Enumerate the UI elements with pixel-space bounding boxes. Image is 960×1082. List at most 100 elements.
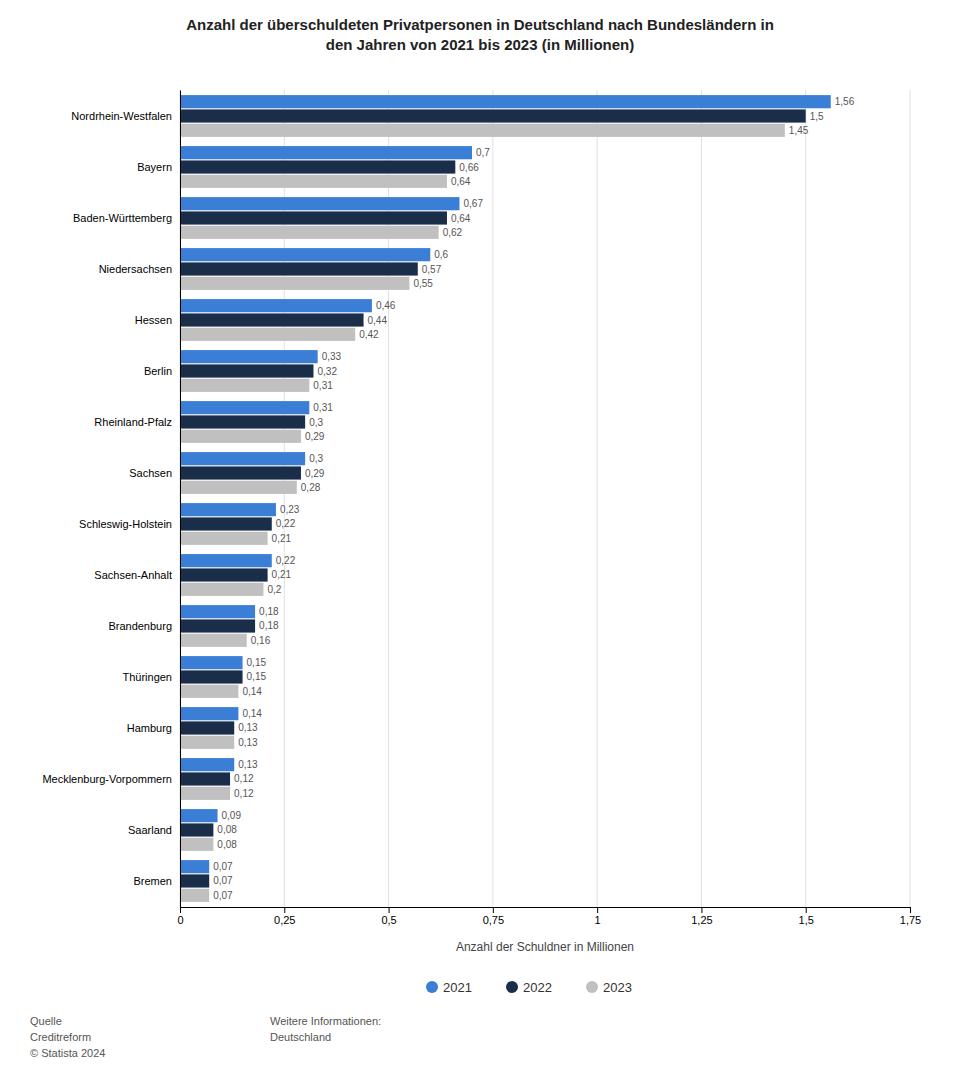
x-tick-mark bbox=[910, 907, 911, 913]
bar bbox=[180, 124, 785, 137]
data-label: 0,08 bbox=[217, 824, 237, 835]
y-tick: Berlin bbox=[144, 365, 180, 377]
x-tick-label: 0,5 bbox=[381, 914, 396, 926]
legend-item: 2021 bbox=[426, 980, 472, 995]
data-label: 0,07 bbox=[213, 890, 233, 901]
data-label: 0,16 bbox=[251, 635, 271, 646]
bar bbox=[180, 430, 301, 443]
y-tick-label: Schleswig-Holstein bbox=[79, 518, 172, 530]
data-label: 0,08 bbox=[217, 839, 237, 850]
bar bbox=[180, 452, 305, 465]
data-label: 0,7 bbox=[476, 147, 490, 158]
grid-line bbox=[597, 90, 598, 907]
data-label: 0,28 bbox=[301, 482, 321, 493]
bar bbox=[180, 503, 276, 516]
bar bbox=[180, 517, 272, 530]
x-tick-mark bbox=[284, 907, 285, 913]
data-label: 0,32 bbox=[317, 366, 337, 377]
x-tick: 1 bbox=[595, 907, 601, 926]
grid-line bbox=[805, 90, 806, 907]
bar bbox=[180, 299, 372, 312]
data-label: 0,15 bbox=[247, 671, 267, 682]
title-line: Anzahl der überschuldeten Privatpersonen… bbox=[186, 16, 774, 33]
x-tick-mark bbox=[597, 907, 598, 913]
data-label: 0,46 bbox=[376, 300, 396, 311]
annotation: QuelleCreditreform© Statista 2024 bbox=[30, 1015, 105, 1059]
y-tick-label: Sachsen bbox=[129, 467, 172, 479]
data-label: 0,22 bbox=[276, 555, 296, 566]
y-tick-label: Berlin bbox=[144, 365, 172, 377]
bar bbox=[180, 721, 234, 734]
grid-line bbox=[701, 90, 702, 907]
grid-line bbox=[910, 90, 911, 907]
bar bbox=[180, 95, 831, 108]
bar bbox=[180, 874, 209, 887]
x-tick: 1,25 bbox=[691, 907, 712, 926]
chart: 1,560,70,670,60,460,330,310,30,230,220,1… bbox=[0, 0, 960, 1082]
x-tick-mark bbox=[389, 907, 390, 913]
data-label: 1,5 bbox=[810, 111, 824, 122]
bar bbox=[180, 401, 309, 414]
data-label: 0,12 bbox=[234, 773, 254, 784]
legend-label: 2023 bbox=[603, 980, 632, 995]
data-label: 0,12 bbox=[234, 788, 254, 799]
annotation: Weitere Informationen:Deutschland bbox=[270, 1015, 381, 1043]
y-tick: Bremen bbox=[133, 875, 180, 887]
data-label: 0,42 bbox=[359, 329, 379, 340]
y-tick: Niedersachsen bbox=[99, 263, 180, 275]
legend-item: 2022 bbox=[506, 980, 552, 995]
bar bbox=[180, 685, 238, 698]
legend-item: 2023 bbox=[586, 980, 632, 995]
bar bbox=[180, 656, 243, 669]
bar bbox=[180, 707, 238, 720]
y-tick-label: Mecklenburg-Vorpommern bbox=[42, 773, 172, 785]
bar bbox=[180, 481, 297, 494]
x-tick-label: 0,75 bbox=[483, 914, 504, 926]
data-label: 0,14 bbox=[242, 708, 262, 719]
data-label: 0,44 bbox=[368, 315, 388, 326]
x-tick-label: 1,75 bbox=[900, 914, 921, 926]
bar bbox=[180, 619, 255, 632]
data-label: 0,13 bbox=[238, 737, 258, 748]
data-label: 0,31 bbox=[313, 402, 333, 413]
y-tick: Schleswig-Holstein bbox=[79, 518, 180, 530]
data-label: 0,07 bbox=[213, 861, 233, 872]
title: Anzahl der überschuldeten Privatpersonen… bbox=[186, 16, 774, 53]
data-label: 0,67 bbox=[463, 198, 483, 209]
data-label: 0,14 bbox=[242, 686, 262, 697]
data-label: 0,07 bbox=[213, 875, 233, 886]
data-label: 0,3 bbox=[309, 417, 323, 428]
y-tick: Hessen bbox=[135, 314, 180, 326]
bar-series bbox=[180, 124, 785, 902]
data-label: 0,6 bbox=[434, 249, 448, 260]
grid-line bbox=[492, 90, 493, 907]
data-label: 0,18 bbox=[259, 606, 279, 617]
bar bbox=[180, 838, 213, 851]
y-tick-label: Bayern bbox=[137, 161, 172, 173]
bar bbox=[180, 313, 364, 326]
x-tick: 0 bbox=[177, 907, 183, 926]
x-tick: 0,5 bbox=[381, 907, 396, 926]
bar bbox=[180, 175, 447, 188]
legend-swatch bbox=[506, 981, 518, 993]
bar bbox=[180, 211, 447, 224]
y-tick-label: Nordrhein-Westfalen bbox=[71, 110, 172, 122]
y-tick: Sachsen-Anhalt bbox=[94, 569, 180, 581]
y-tick: Rheinland-Pfalz bbox=[94, 416, 180, 428]
bar bbox=[180, 823, 213, 836]
y-tick-label: Brandenburg bbox=[108, 620, 172, 632]
data-label: 0,21 bbox=[272, 533, 292, 544]
data-label: 0,18 bbox=[259, 620, 279, 631]
x-axis-line bbox=[181, 908, 911, 914]
bar bbox=[180, 532, 268, 545]
y-tick: Baden-Württemberg bbox=[73, 212, 180, 224]
bar bbox=[180, 466, 301, 479]
y-tick-label: Hessen bbox=[135, 314, 172, 326]
y-tick: Bayern bbox=[137, 161, 180, 173]
x-tick-label: 1 bbox=[595, 914, 601, 926]
bar bbox=[180, 583, 263, 596]
y-tick: Hamburg bbox=[127, 722, 180, 734]
data-label: 0,29 bbox=[305, 468, 325, 479]
data-label: 0,13 bbox=[238, 722, 258, 733]
y-tick: Mecklenburg-Vorpommern bbox=[42, 773, 180, 785]
